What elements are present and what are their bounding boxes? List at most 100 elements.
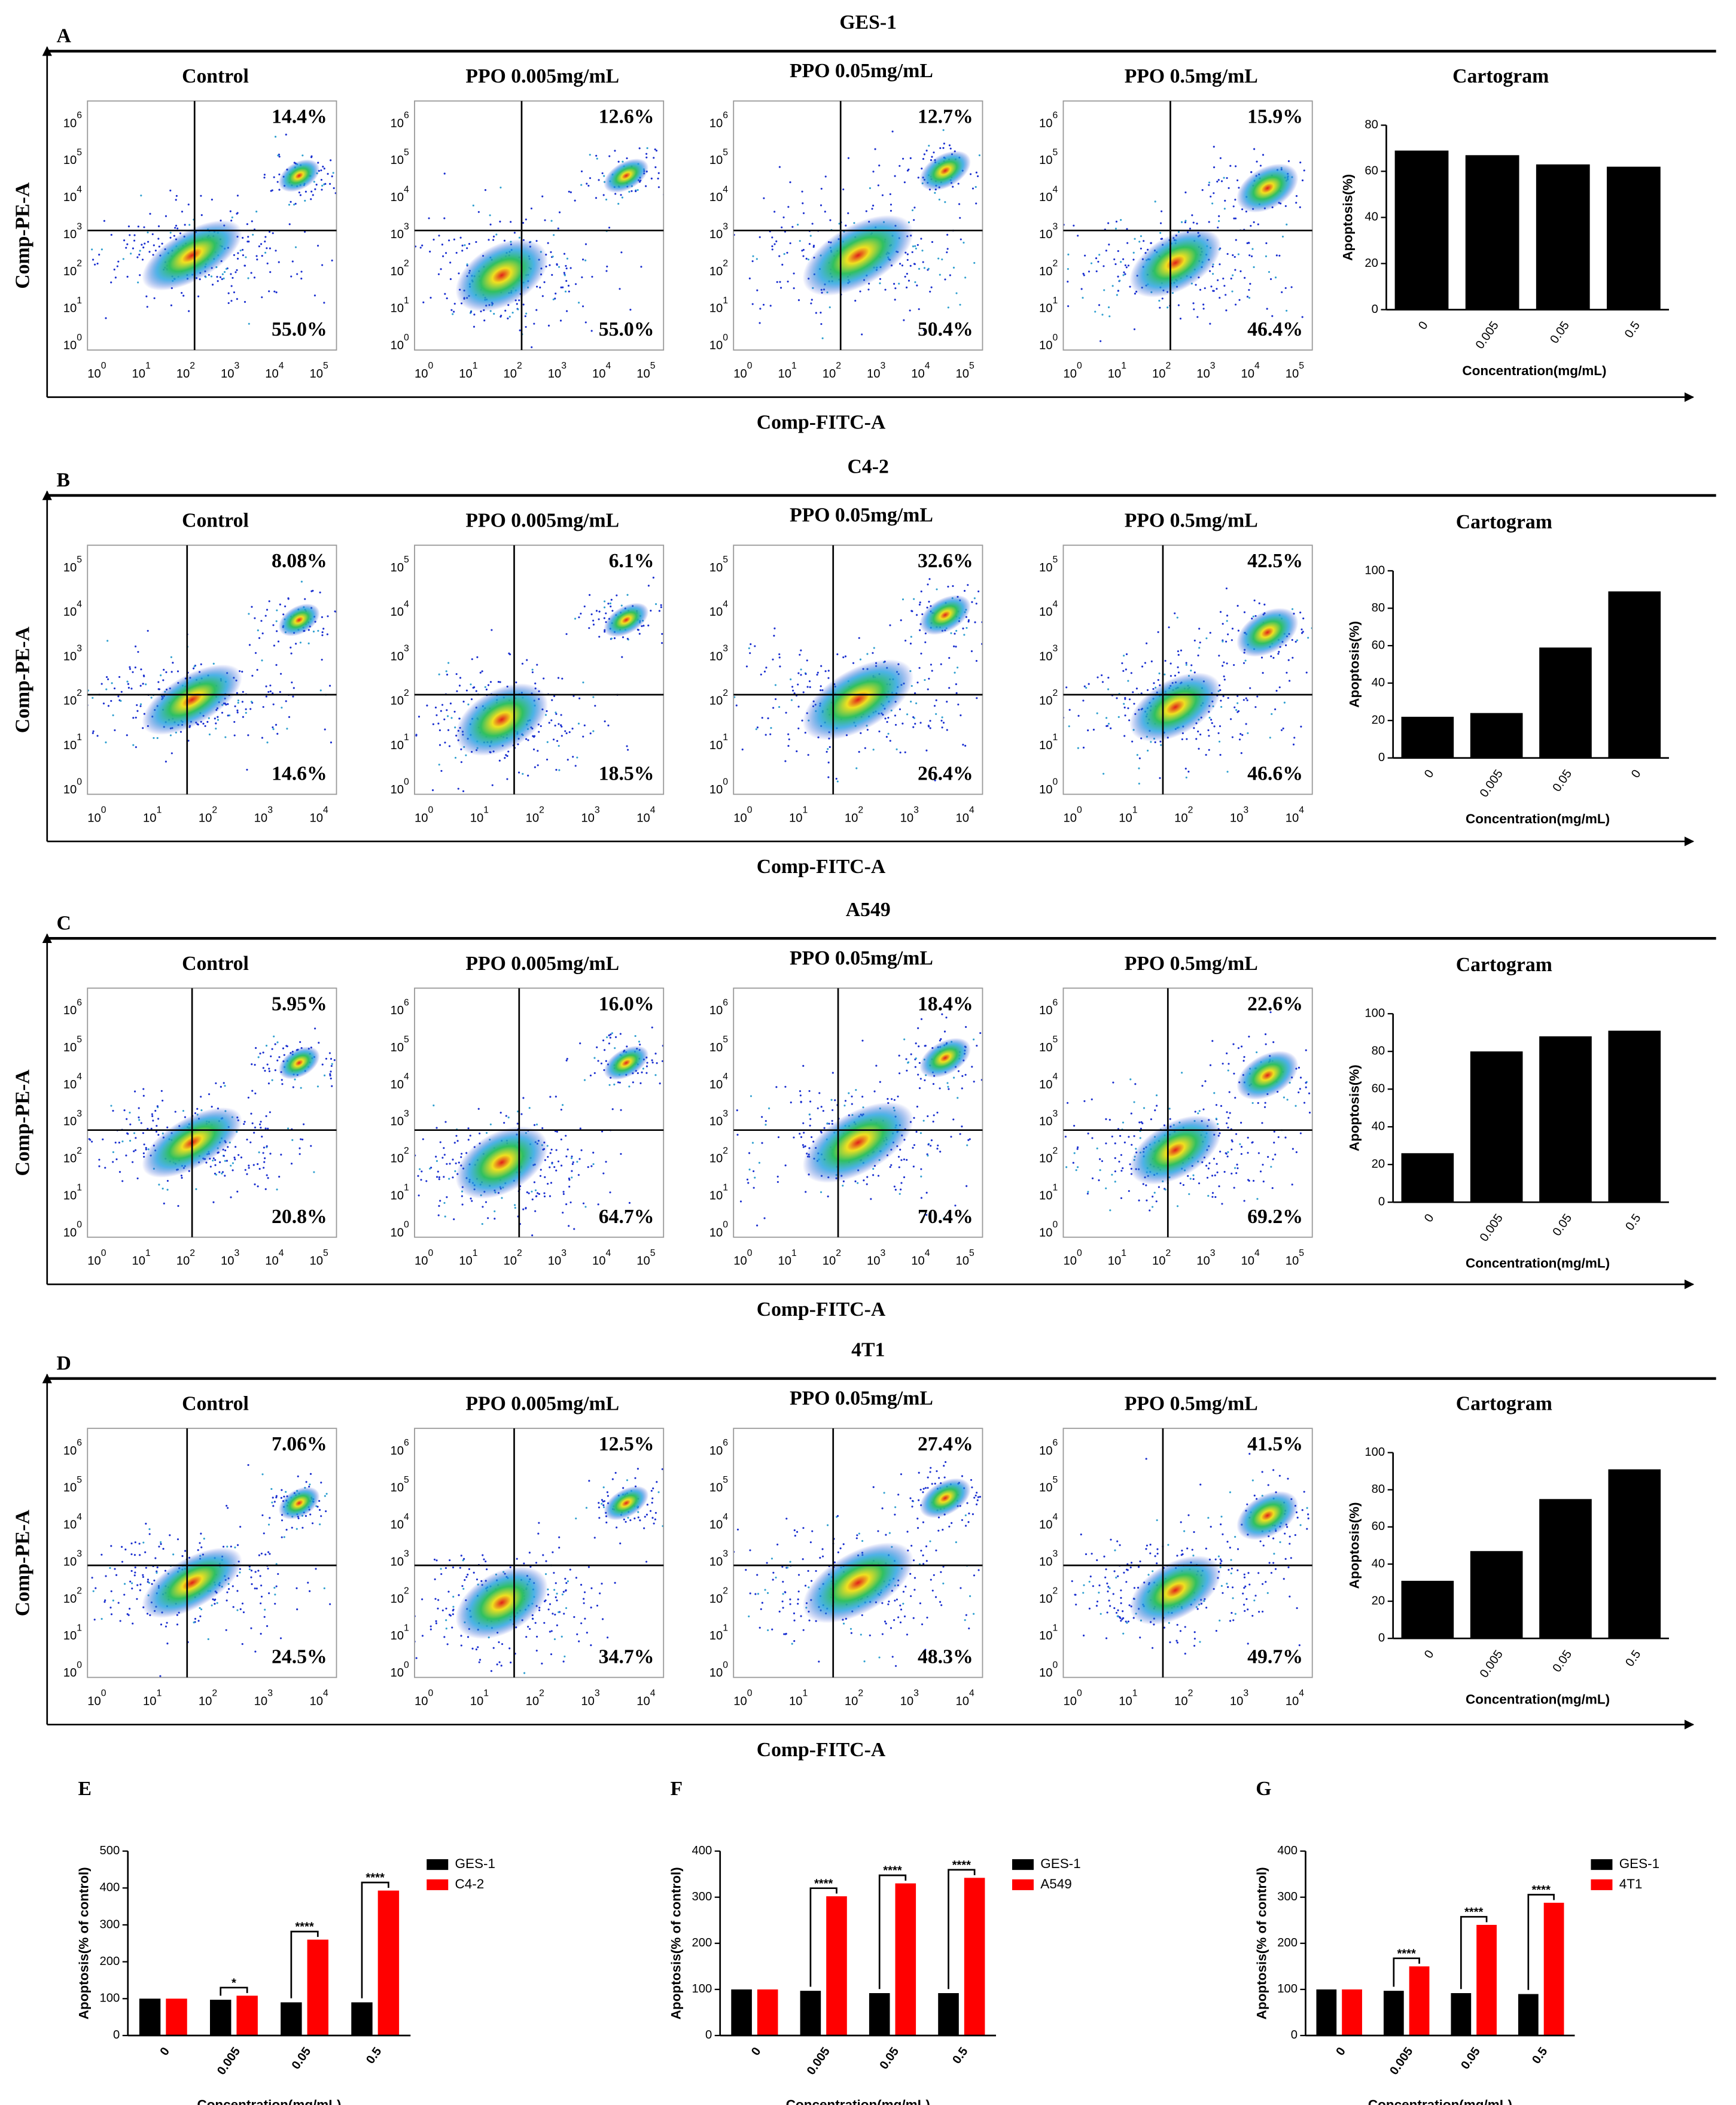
event-dot [572,1161,574,1163]
event-dot [126,243,129,245]
x-tick-base: 10 [143,1695,157,1708]
event-dot [248,1167,250,1169]
event-dot [113,687,116,690]
event-dot [453,311,455,313]
event-dot [1211,202,1214,205]
event-dot [962,744,964,746]
event-dot [297,1475,299,1477]
y-tick-base: 10 [390,1189,404,1202]
event-dot [566,1057,568,1060]
event-dot [321,264,324,266]
event-dot [151,233,154,235]
event-dot [236,257,239,260]
event-dot [959,217,961,219]
event-dot [561,735,563,737]
y-tick-base: 10 [709,1115,723,1128]
event-dot [867,288,870,291]
event-dot [1263,603,1266,606]
event-dot [550,1182,553,1184]
event-dot [907,279,910,282]
event-dot [879,278,882,280]
event-dot [877,1175,880,1177]
event-dot [122,258,124,260]
x-tick-base: 10 [733,367,747,381]
x-tick-base: 10 [733,1255,747,1268]
event-dot [1141,1122,1144,1124]
event-dot [1261,1122,1263,1124]
event-dot [239,250,242,252]
y-tick-base: 10 [709,302,723,315]
event-dot [793,287,795,290]
event-dot [254,1092,257,1094]
event-dot [247,1464,249,1466]
event-dot [577,1174,580,1176]
x-tick-exp: 3 [561,361,567,371]
y-tick-exp: 6 [77,997,82,1008]
x-tick-base: 10 [143,811,157,825]
event-dot [184,1116,187,1118]
event-dot [248,323,250,325]
event-dot [211,1106,213,1108]
event-dot [110,1545,112,1547]
event-dot [1066,1102,1069,1104]
event-dot [1077,747,1079,749]
event-dot [1302,631,1304,633]
event-dot [1077,235,1079,237]
x-axis-label: Comp-FITC-A [757,1298,886,1321]
event-dot [543,1195,546,1198]
event-dot [927,583,929,586]
event-dot [158,688,161,690]
event-dot [118,1171,121,1173]
event-dot [1192,1178,1195,1181]
event-dot [125,247,127,249]
event-dot [392,1179,394,1181]
event-dot [1131,740,1134,743]
event-dot [1250,255,1253,257]
event-dot [461,1203,464,1206]
event-dot [604,720,606,723]
event-dot [1292,743,1295,746]
event-dot [446,1163,448,1165]
event-dot [954,632,956,635]
event-dot [889,193,891,196]
x-tick-exp: 1 [791,1248,797,1258]
event-dot [278,261,280,263]
event-dot [1231,1148,1233,1151]
event-dot [580,612,582,615]
x-tick-exp: 4 [323,1689,328,1699]
y-tick-base: 10 [1039,561,1053,574]
event-dot [296,1587,298,1589]
event-dot [221,278,223,281]
plot-title: PPO 0.05mg/mL [790,947,933,969]
event-dot [1236,702,1239,704]
event-dot [1123,702,1125,705]
event-dot [494,1210,496,1213]
event-dot [616,594,618,597]
event-dot [1256,1198,1259,1200]
event-dot [288,716,291,718]
event-dot [501,1197,503,1199]
event-dot [583,1079,586,1081]
y-tick-exp: 0 [1052,1220,1058,1230]
event-dot [1291,638,1293,641]
event-dot [265,1045,268,1047]
event-dot [221,1171,224,1173]
event-dot [503,1121,505,1124]
event-dot [1209,631,1211,634]
event-dot [1262,672,1264,674]
event-dot [963,589,966,592]
plot-frame [1062,544,1313,795]
event-dot [820,685,822,688]
event-dot [309,1473,312,1475]
event-dot [748,277,751,279]
event-dot [779,287,782,289]
event-dot [568,190,570,193]
event-dot [1191,214,1193,217]
event-dot [331,1085,333,1087]
event-dot [251,1090,254,1092]
x-tick-base: 10 [176,367,190,381]
x-tick-exp: 4 [1254,1248,1260,1258]
event-dot [558,745,560,747]
event-dot [437,722,440,725]
event-dot [224,1175,226,1177]
